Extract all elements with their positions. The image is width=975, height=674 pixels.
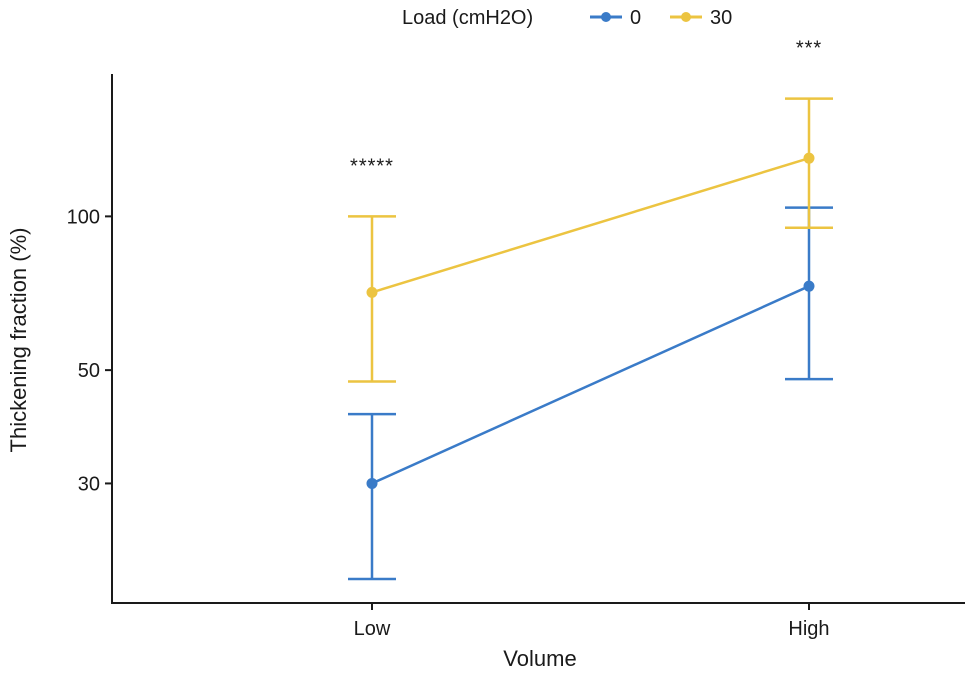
data-point <box>366 477 378 489</box>
x-tick-label: Low <box>354 618 391 640</box>
y-tick-label: 30 <box>78 473 100 495</box>
x-axis-label: Volume <box>503 646 576 671</box>
legend-label-series-0: 0 <box>630 7 641 29</box>
legend-marker-series-1 <box>681 12 691 22</box>
plot-area <box>348 97 833 581</box>
y-tick-label: 50 <box>78 360 100 382</box>
series-0 <box>348 206 833 581</box>
data-point <box>803 280 815 292</box>
y-tick-label: 100 <box>67 206 100 228</box>
legend-marker-series-0 <box>601 12 611 22</box>
series-30 <box>348 97 833 383</box>
significance-label: ***** <box>350 155 394 177</box>
y-ticks: 30 50 100 <box>67 206 112 495</box>
data-point <box>366 286 378 298</box>
legend-label-series-1: 30 <box>710 7 732 29</box>
x-ticks: Low High <box>354 603 830 640</box>
y-axis-label: Thickening fraction (%) <box>6 228 31 453</box>
significance-annotations: ******** <box>350 38 822 178</box>
data-point <box>803 152 815 164</box>
series-line-segment <box>371 285 810 485</box>
significance-label: *** <box>796 38 822 60</box>
legend: Load (cmH2O) 0 30 <box>402 7 732 29</box>
series-line-segment <box>371 156 810 294</box>
legend-title: Load (cmH2O) <box>402 7 533 29</box>
x-tick-label: High <box>788 618 829 640</box>
